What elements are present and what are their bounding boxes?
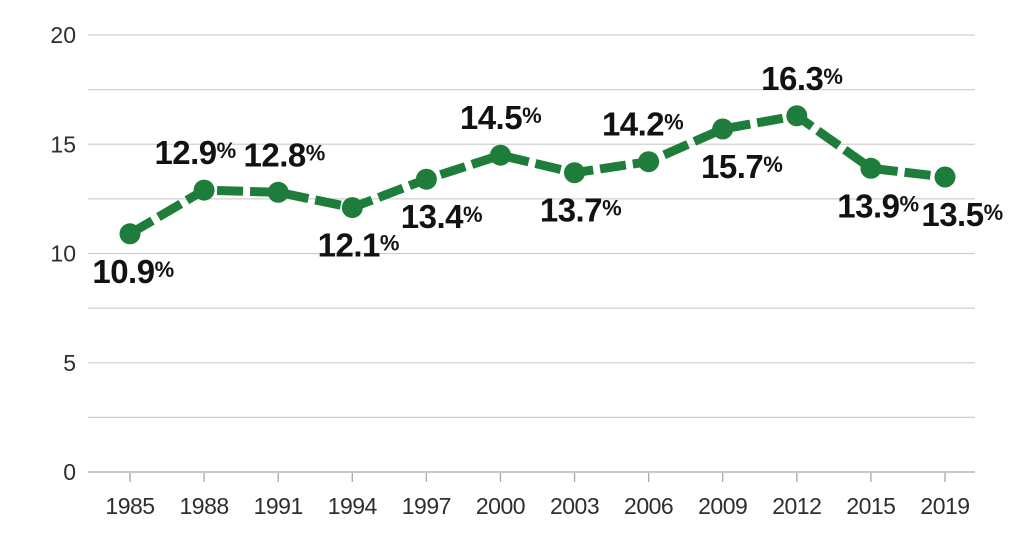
x-axis-tick-label: 2003 bbox=[550, 493, 599, 519]
point-label-1991: 12.8% bbox=[244, 136, 325, 173]
data-point-1988 bbox=[193, 179, 215, 201]
y-axis-tick-label: 10 bbox=[50, 241, 76, 267]
x-axis-tick-label: 2012 bbox=[772, 493, 821, 519]
data-point-2000 bbox=[490, 144, 511, 166]
x-axis-tick-label: 2006 bbox=[624, 493, 673, 519]
x-axis-tick-label: 1997 bbox=[402, 493, 451, 519]
point-label-1997: 13.4% bbox=[401, 198, 482, 235]
y-axis-tick-label: 20 bbox=[50, 22, 76, 48]
point-label-1988: 12.9% bbox=[154, 134, 235, 171]
x-axis-tick-label: 2015 bbox=[846, 493, 895, 519]
point-label-1985: 10.9% bbox=[92, 253, 173, 290]
x-axis-tick-label: 2000 bbox=[476, 493, 525, 519]
x-axis-tick-label: 1985 bbox=[105, 493, 154, 519]
y-axis-tick-label: 15 bbox=[50, 131, 76, 157]
data-point-2006 bbox=[638, 151, 660, 173]
data-point-2009 bbox=[712, 118, 734, 140]
x-axis-tick-label: 2009 bbox=[698, 493, 747, 519]
data-line bbox=[127, 111, 946, 238]
data-point-1994 bbox=[341, 197, 363, 219]
x-axis-tick-label: 2019 bbox=[920, 493, 969, 519]
data-point-1985 bbox=[119, 223, 141, 245]
x-axis-tick-label: 1994 bbox=[328, 493, 378, 519]
data-point-2012 bbox=[786, 105, 808, 127]
data-point-2019 bbox=[934, 166, 956, 188]
point-label-2006: 14.2% bbox=[602, 106, 683, 143]
point-label-2003: 13.7% bbox=[540, 192, 621, 229]
y-axis-tick-label: 5 bbox=[63, 350, 76, 376]
x-axis-tick-label: 1991 bbox=[254, 493, 303, 519]
point-label-2000: 14.5% bbox=[460, 99, 541, 136]
point-label-1994: 12.1% bbox=[318, 227, 399, 264]
data-point-1997 bbox=[415, 168, 437, 190]
data-point-2003 bbox=[564, 162, 585, 184]
data-point-2015 bbox=[860, 157, 882, 179]
point-label-2019: 13.5% bbox=[921, 196, 1002, 233]
x-axis-tick-label: 1988 bbox=[180, 493, 229, 519]
point-label-2009: 15.7% bbox=[701, 148, 782, 185]
point-label-2015: 13.9% bbox=[837, 187, 918, 224]
y-axis-tick-label: 0 bbox=[63, 459, 76, 485]
data-point-1991 bbox=[267, 181, 289, 203]
point-label-2012: 16.3% bbox=[761, 60, 842, 97]
